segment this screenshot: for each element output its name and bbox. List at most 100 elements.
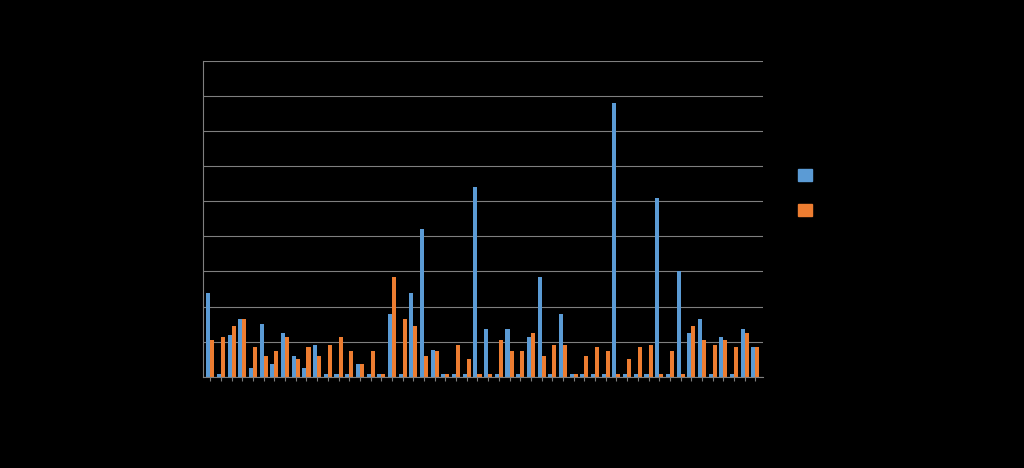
- Bar: [563, 345, 567, 377]
- Bar: [317, 356, 322, 377]
- Bar: [730, 373, 734, 377]
- Bar: [231, 326, 236, 377]
- Bar: [424, 356, 428, 377]
- Bar: [548, 373, 552, 377]
- Bar: [542, 356, 546, 377]
- Bar: [467, 359, 471, 377]
- Bar: [264, 356, 267, 377]
- Bar: [488, 373, 493, 377]
- Bar: [435, 351, 438, 377]
- Bar: [677, 271, 681, 377]
- Bar: [306, 347, 310, 377]
- Bar: [606, 351, 610, 377]
- Bar: [477, 373, 481, 377]
- Bar: [206, 292, 210, 377]
- Bar: [473, 187, 477, 377]
- Bar: [648, 345, 652, 377]
- Bar: [655, 197, 659, 377]
- Bar: [392, 277, 396, 377]
- Bar: [239, 319, 243, 377]
- Bar: [313, 345, 317, 377]
- Bar: [243, 319, 247, 377]
- Bar: [484, 329, 488, 377]
- Bar: [355, 364, 359, 377]
- Bar: [623, 373, 627, 377]
- Bar: [414, 326, 418, 377]
- Bar: [227, 335, 231, 377]
- Bar: [221, 337, 225, 377]
- Bar: [431, 351, 435, 377]
- Bar: [744, 332, 749, 377]
- Bar: [602, 373, 606, 377]
- Bar: [274, 351, 279, 377]
- Bar: [292, 356, 296, 377]
- Bar: [723, 340, 727, 377]
- Bar: [612, 103, 616, 377]
- Bar: [585, 356, 589, 377]
- Bar: [495, 373, 499, 377]
- Bar: [516, 373, 520, 377]
- Bar: [371, 351, 375, 377]
- Bar: [740, 329, 744, 377]
- Bar: [345, 373, 349, 377]
- Bar: [410, 292, 414, 377]
- Bar: [420, 229, 424, 377]
- Bar: [698, 319, 701, 377]
- Bar: [349, 351, 353, 377]
- Bar: [520, 351, 524, 377]
- Bar: [302, 368, 306, 377]
- Bar: [627, 359, 631, 377]
- Bar: [569, 373, 573, 377]
- Bar: [527, 337, 530, 377]
- Bar: [217, 373, 221, 377]
- Bar: [270, 364, 274, 377]
- Bar: [359, 364, 364, 377]
- Bar: [402, 319, 407, 377]
- Bar: [285, 337, 289, 377]
- Bar: [670, 351, 674, 377]
- Bar: [381, 373, 385, 377]
- Bar: [659, 373, 664, 377]
- Bar: [377, 373, 381, 377]
- Bar: [445, 373, 450, 377]
- Bar: [510, 351, 514, 377]
- Bar: [756, 347, 760, 377]
- Bar: [666, 373, 670, 377]
- Bar: [581, 373, 585, 377]
- Bar: [281, 332, 285, 377]
- Bar: [452, 373, 456, 377]
- Bar: [328, 345, 332, 377]
- Bar: [719, 337, 723, 377]
- Bar: [709, 373, 713, 377]
- Bar: [339, 337, 343, 377]
- Bar: [296, 359, 300, 377]
- Bar: [441, 373, 445, 377]
- Bar: [388, 314, 392, 377]
- Bar: [456, 345, 460, 377]
- Bar: [687, 332, 691, 377]
- Bar: [713, 345, 717, 377]
- Bar: [253, 347, 257, 377]
- Bar: [398, 373, 402, 377]
- Bar: [595, 347, 599, 377]
- Bar: [499, 340, 503, 377]
- Bar: [538, 277, 542, 377]
- Bar: [634, 373, 638, 377]
- Bar: [506, 329, 510, 377]
- Bar: [752, 347, 756, 377]
- Bar: [260, 324, 264, 377]
- Bar: [616, 373, 621, 377]
- Bar: [559, 314, 563, 377]
- Bar: [249, 368, 253, 377]
- Bar: [691, 326, 695, 377]
- Bar: [638, 347, 642, 377]
- Bar: [573, 373, 578, 377]
- Bar: [552, 345, 556, 377]
- Bar: [210, 340, 214, 377]
- Bar: [734, 347, 738, 377]
- Bar: [591, 373, 595, 377]
- Bar: [367, 373, 371, 377]
- Bar: [701, 340, 706, 377]
- Bar: [335, 373, 339, 377]
- Legend: , : ,: [798, 169, 813, 218]
